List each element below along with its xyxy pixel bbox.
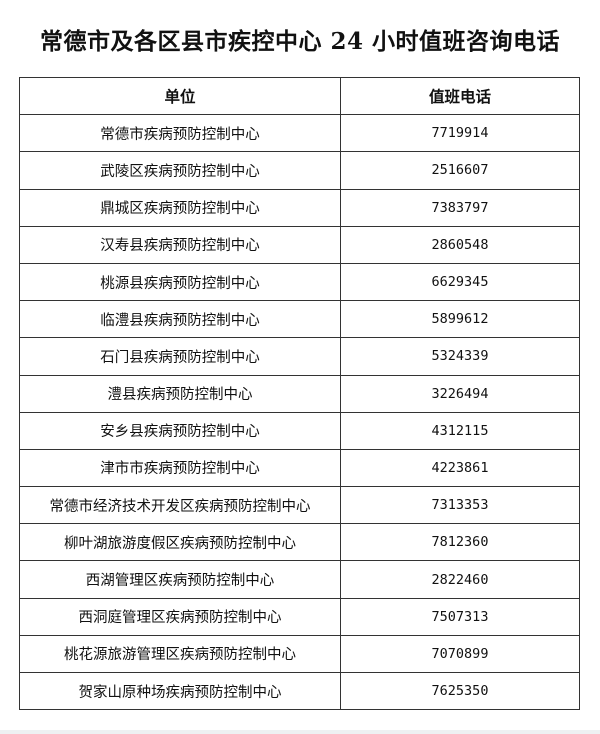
phone-cell: 7507313 xyxy=(340,597,580,636)
table-row: 桃源县疾病预防控制中心 6629345 xyxy=(19,262,580,302)
unit-cell: 武陵区疾病预防控制中心 xyxy=(19,151,341,190)
unit-cell: 桃花源旅游管理区疾病预防控制中心 xyxy=(19,634,341,674)
table-row: 柳叶湖旅游度假区疾病预防控制中心 7812360 xyxy=(19,523,580,562)
phone-cell: 5899612 xyxy=(340,300,580,339)
unit-cell: 西洞庭管理区疾病预防控制中心 xyxy=(19,597,341,636)
table-row: 安乡县疾病预防控制中心 4312115 xyxy=(19,411,580,450)
unit-cell: 安乡县疾病预防控制中心 xyxy=(19,411,341,450)
table-row: 常德市经济技术开发区疾病预防控制中心 7313353 xyxy=(19,486,580,525)
table-row: 津市市疾病预防控制中心 4223861 xyxy=(19,448,580,488)
unit-cell: 津市市疾病预防控制中心 xyxy=(19,448,341,488)
phone-cell: 7625350 xyxy=(340,671,580,711)
table-row: 临澧县疾病预防控制中心 5899612 xyxy=(19,300,580,339)
table-row: 武陵区疾病预防控制中心 2516607 xyxy=(19,151,580,190)
table-row: 鼎城区疾病预防控制中心 7383797 xyxy=(19,188,580,227)
phone-cell: 7070899 xyxy=(340,634,580,674)
unit-cell: 汉寿县疾病预防控制中心 xyxy=(19,225,341,264)
table-row: 西洞庭管理区疾病预防控制中心 7507313 xyxy=(19,597,580,636)
table-row: 石门县疾病预防控制中心 5324339 xyxy=(19,337,580,376)
table-header-row: 单位 值班电话 xyxy=(19,76,580,116)
unit-cell: 柳叶湖旅游度假区疾病预防控制中心 xyxy=(19,523,341,562)
unit-cell: 石门县疾病预防控制中心 xyxy=(19,337,341,376)
header-unit: 单位 xyxy=(19,76,341,116)
unit-cell: 桃源县疾病预防控制中心 xyxy=(19,262,341,302)
unit-cell: 贺家山原种场疾病预防控制中心 xyxy=(19,671,341,711)
table-body: 常德市疾病预防控制中心 7719914 武陵区疾病预防控制中心 2516607 鼎城区疾… xyxy=(19,114,580,711)
phone-cell: 7719914 xyxy=(340,114,580,153)
table-row: 澧县疾病预防控制中心 3226494 xyxy=(19,374,580,413)
phone-cell: 4312115 xyxy=(340,411,580,450)
phone-cell: 7313353 xyxy=(340,486,580,525)
phone-cell: 6629345 xyxy=(340,262,580,302)
phone-cell: 7383797 xyxy=(340,188,580,227)
table-row: 常德市疾病预防控制中心 7719914 xyxy=(19,114,580,153)
page-bottom-strip xyxy=(0,730,600,734)
table-row: 西湖管理区疾病预防控制中心 2822460 xyxy=(19,560,580,599)
table-row: 贺家山原种场疾病预防控制中心 7625350 xyxy=(19,671,580,711)
header-phone: 值班电话 xyxy=(340,76,580,116)
table-row: 汉寿县疾病预防控制中心 2860548 xyxy=(19,225,580,264)
unit-cell: 临澧县疾病预防控制中心 xyxy=(19,300,341,339)
table-row: 桃花源旅游管理区疾病预防控制中心 7070899 xyxy=(19,634,580,674)
unit-cell: 西湖管理区疾病预防控制中心 xyxy=(19,560,341,599)
unit-cell: 常德市疾病预防控制中心 xyxy=(19,114,341,153)
phone-cell: 2516607 xyxy=(340,151,580,190)
hotline-table: 单位 值班电话 常德市疾病预防控制中心 7719914 武陵区疾病预防控制中心 251… xyxy=(19,76,580,711)
page-title: 常德市及各区县市疾控中心 24 小时值班咨询电话 xyxy=(39,28,561,55)
phone-cell: 5324339 xyxy=(340,337,580,376)
phone-cell: 7812360 xyxy=(340,523,580,562)
unit-cell: 常德市经济技术开发区疾病预防控制中心 xyxy=(19,486,341,525)
phone-cell: 4223861 xyxy=(340,448,580,488)
phone-cell: 2860548 xyxy=(340,225,580,264)
unit-cell: 鼎城区疾病预防控制中心 xyxy=(19,188,341,227)
phone-cell: 3226494 xyxy=(340,374,580,413)
unit-cell: 澧县疾病预防控制中心 xyxy=(19,374,341,413)
phone-cell: 2822460 xyxy=(340,560,580,599)
